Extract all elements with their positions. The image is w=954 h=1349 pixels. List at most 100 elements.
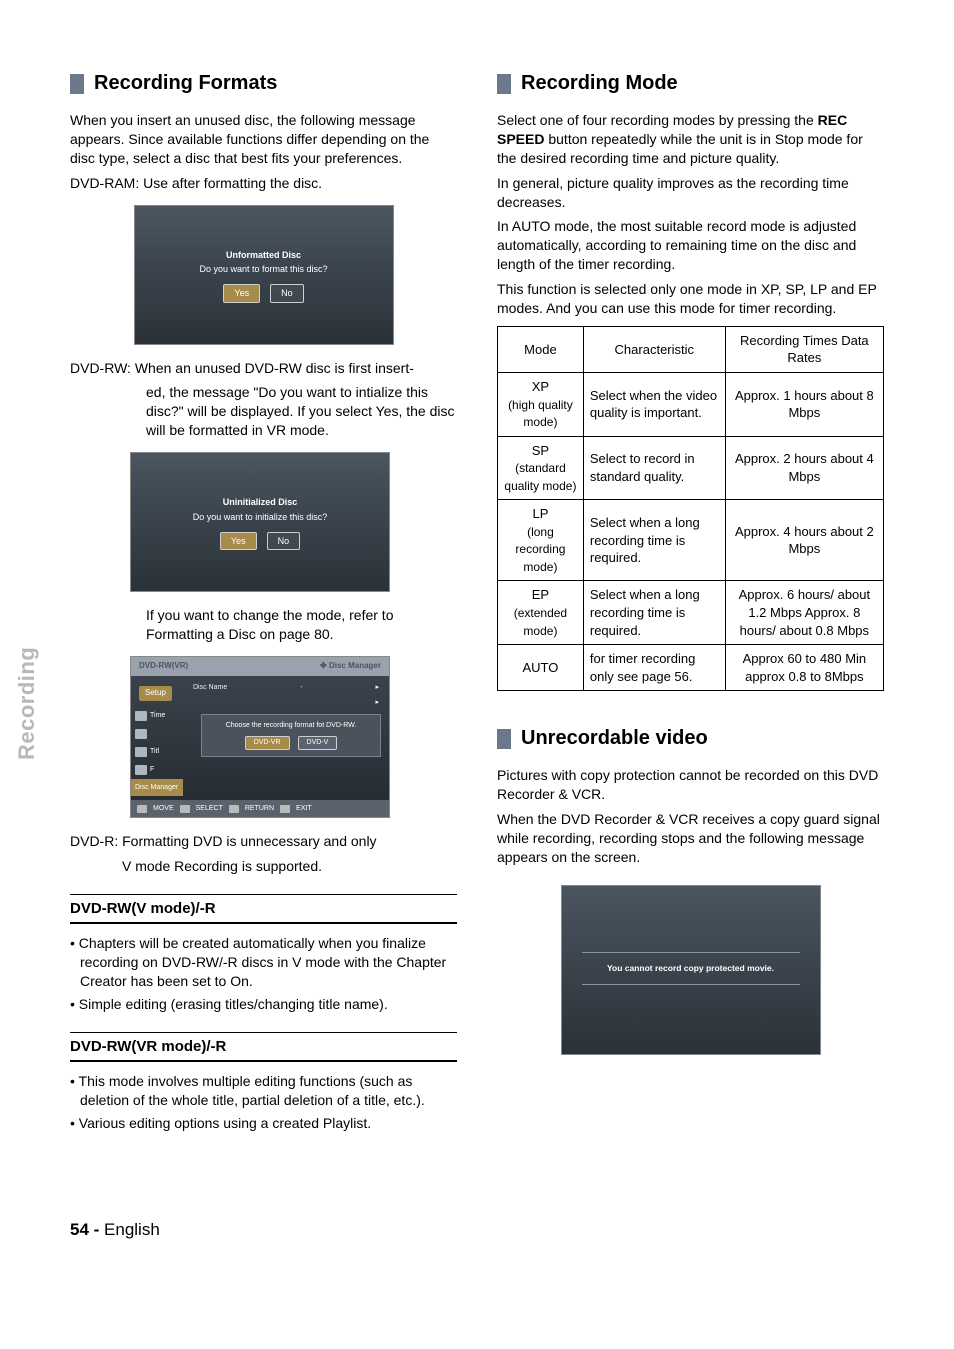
yes-button[interactable]: Yes: [220, 532, 257, 550]
table-row: AUTO for timer recording only see page 5…: [498, 645, 884, 691]
dialog-uninit-question: Do you want to initialize this disc?: [149, 510, 371, 524]
dvd-rw-text-inline: When an unused DVD-RW disc is first inse…: [135, 360, 414, 376]
move-icon: [137, 805, 147, 813]
menu-footer: MOVE SELECT RETURN EXIT: [131, 800, 389, 817]
mode-p1c: button repeatedly while the unit is in S…: [497, 131, 863, 166]
exit-icon: [280, 805, 290, 813]
dvd-rw-label: DVD-RW:: [70, 360, 131, 376]
sidebar-item-disc-manager[interactable]: Disc Manager: [131, 779, 183, 796]
menu-title-left: DVD-RW(VR): [139, 661, 188, 672]
v-mode-bullets: Chapters will be created automatically w…: [70, 934, 457, 1014]
dialog-unformatted-question: Do you want to format this disc?: [153, 262, 375, 276]
content-columns: Recording Formats When you insert an unu…: [70, 70, 884, 1139]
recording-modes-table: Mode Characteristic Recording Times Data…: [497, 326, 884, 691]
heading-text: Unrecordable video: [521, 725, 708, 752]
dvd-vr-button[interactable]: DVD-VR: [245, 736, 290, 749]
title-icon: [135, 747, 147, 757]
th-mode: Mode: [498, 326, 584, 372]
no-button[interactable]: No: [270, 284, 304, 302]
generic-icon: [135, 765, 147, 775]
dvd-rw-note: DVD-RW: When an unused DVD-RW disc is fi…: [70, 359, 457, 378]
menu-body: Setup Time Titl F Disc Manager Disc Name…: [131, 676, 389, 800]
heading-recording-formats: Recording Formats: [70, 70, 457, 97]
sidebar-item-title[interactable]: Titl: [131, 743, 183, 761]
cell-rt: Approx. 2 hours about 4 Mbps: [725, 436, 883, 500]
menu-row-disc-name[interactable]: Disc Name - ▸: [189, 680, 383, 695]
sidebar-label: Titl: [150, 747, 159, 756]
copy-protected-message: You cannot record copy protected movie.: [582, 952, 800, 985]
sidebar-item[interactable]: F: [131, 761, 183, 779]
dvd-r-note: DVD-R: Formatting DVD is unnecessary and…: [70, 832, 457, 851]
select-icon: [180, 805, 190, 813]
menu-header: DVD-RW(VR) ✤ Disc Manager: [131, 657, 389, 676]
mode-sub: (high quality mode): [508, 398, 573, 430]
th-rt: Recording Times Data Rates: [725, 326, 883, 372]
table-row: XP (high quality mode) Select when the vi…: [498, 373, 884, 437]
bullet: Simple editing (erasing titles/changing …: [70, 995, 457, 1014]
dvd-rw-text-2: ed, the message "Do you want to intializ…: [146, 383, 457, 440]
bullet: This mode involves multiple editing func…: [70, 1072, 457, 1110]
sidebar-item[interactable]: [131, 725, 183, 743]
chevron-right-icon: ▸: [375, 683, 379, 692]
setup-button[interactable]: Setup: [139, 686, 172, 701]
return-icon: [229, 805, 239, 813]
subhead-v-mode: DVD-RW(V mode)/-R: [70, 894, 457, 924]
mode-p1: Select one of four recording modes by pr…: [497, 111, 884, 168]
mode-p2: In general, picture quality improves as …: [497, 174, 884, 212]
dialog-unformatted-title: Unformatted Disc: [153, 248, 375, 262]
dialog-unformatted: Unformatted Disc Do you want to format t…: [134, 205, 394, 345]
menu-sidebar: Setup Time Titl F Disc Manager: [131, 676, 183, 800]
mode-change-text: If you want to change the mode, refer to…: [146, 606, 457, 644]
sidebar-label: Disc Manager: [135, 783, 178, 792]
mode-name: LP: [532, 506, 548, 521]
th-char: Characteristic: [583, 326, 725, 372]
menu-row[interactable]: ▸: [189, 695, 383, 710]
bullet: Various editing options using a created …: [70, 1114, 457, 1133]
menu-content: Disc Name - ▸ ▸ ▸ ▸ Choose the recording…: [183, 676, 389, 800]
mode-name: XP: [532, 379, 549, 394]
row-label: Disc Name: [193, 683, 227, 692]
sidebar-label: Time: [150, 711, 165, 720]
table-header-row: Mode Characteristic Recording Times Data…: [498, 326, 884, 372]
formats-intro: When you insert an unused disc, the foll…: [70, 111, 457, 168]
footer-exit: EXIT: [296, 804, 312, 813]
footer-return: RETURN: [245, 804, 274, 813]
dialog-unformatted-inner: Unformatted Disc Do you want to format t…: [153, 248, 375, 303]
format-popup: Choose the recording format fot DVD-RW. …: [201, 714, 381, 757]
menu-title-right: ✤ Disc Manager: [320, 661, 381, 672]
cell-mode: SP (standard quality mode): [498, 436, 584, 500]
mode-p3: In AUTO mode, the most suitable record m…: [497, 217, 884, 274]
copy-protected-dialog: You cannot record copy protected movie.: [561, 885, 821, 1055]
cell-mode: LP(long recording mode): [498, 500, 584, 581]
cell-rt: Approx. 6 hours/ about 1.2 Mbps Approx. …: [725, 581, 883, 645]
cell-char: Select when a long recording time is req…: [583, 581, 725, 645]
cell-rt: Approx 60 to 480 Min approx 0.8 to 8Mbps: [725, 645, 883, 691]
page-number: 54 -: [70, 1220, 99, 1239]
heading-text: Recording Mode: [521, 70, 678, 97]
cell-mode: EP(extended mode): [498, 581, 584, 645]
no-button[interactable]: No: [267, 532, 301, 550]
table-row: EP(extended mode) Select when a long rec…: [498, 581, 884, 645]
footer-select: SELECT: [196, 804, 223, 813]
dialog-uninitialized: Uninitialized Disc Do you want to initia…: [130, 452, 390, 592]
disc-manager-panel: DVD-RW(VR) ✤ Disc Manager Setup Time Tit…: [130, 656, 390, 818]
mode-p4: This function is selected only one mode …: [497, 280, 884, 318]
chevron-right-icon: ▸: [375, 698, 379, 707]
yes-button[interactable]: Yes: [223, 284, 260, 302]
mode-name: SP: [532, 443, 549, 458]
vr-mode-bullets: This mode involves multiple editing func…: [70, 1072, 457, 1133]
mode-sub: (standard quality mode): [504, 461, 576, 493]
mode-name: AUTO: [522, 660, 558, 675]
generic-icon: [135, 729, 147, 739]
mode-sub: (extended mode): [514, 606, 567, 638]
heading-recording-mode: Recording Mode: [497, 70, 884, 97]
right-column: Recording Mode Select one of four record…: [497, 70, 884, 1139]
sidebar-item-time[interactable]: Time: [131, 707, 183, 725]
dvd-ram-note: DVD-RAM: Use after formatting the disc.: [70, 174, 457, 193]
subhead-vr-mode: DVD-RW(VR mode)/-R: [70, 1032, 457, 1062]
cell-char: Select when the video quality is importa…: [583, 373, 725, 437]
popup-text: Choose the recording format fot DVD-RW.: [208, 721, 374, 730]
dvd-v-button[interactable]: DVD-V: [298, 736, 338, 749]
cell-rt: Approx. 1 hours about 8 Mbps: [725, 373, 883, 437]
heading-unrecordable: Unrecordable video: [497, 725, 884, 752]
